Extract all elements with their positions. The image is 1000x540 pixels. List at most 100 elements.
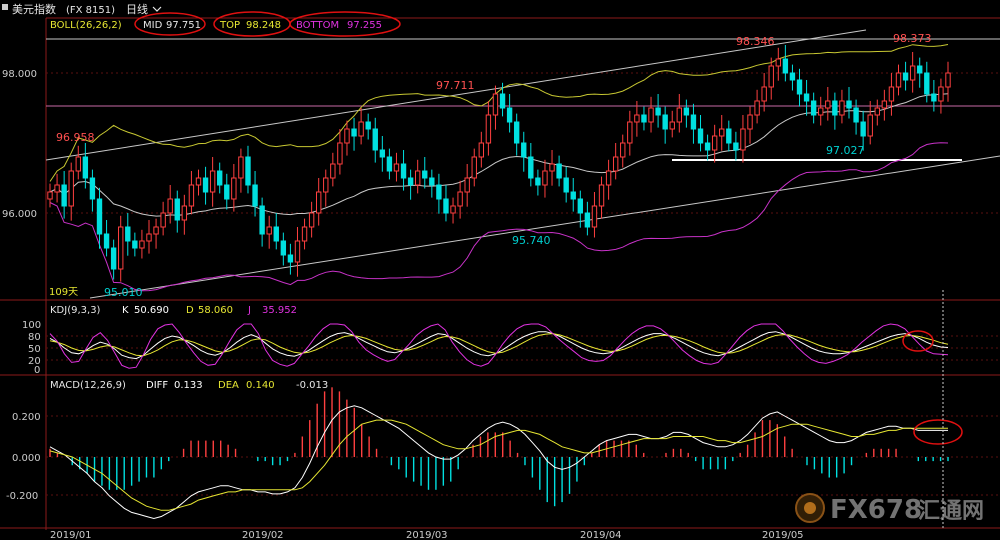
candle xyxy=(938,78,944,114)
candle-body xyxy=(521,142,527,158)
candle-body xyxy=(252,184,258,207)
annotation-high-98373: 98.373 xyxy=(893,32,932,45)
annotation-low-95010: 95.010 xyxy=(104,286,143,299)
kdj-tick-100: 100 xyxy=(22,320,41,331)
kdj-k-line xyxy=(49,331,949,360)
candle-body xyxy=(188,184,195,207)
candle-body xyxy=(75,156,81,172)
candle-body xyxy=(860,121,866,137)
candle-body xyxy=(789,72,796,81)
candle xyxy=(704,134,711,161)
price-annotations: 96.958 95.010 97.711 95.740 98.346 97.02… xyxy=(49,32,932,299)
mid-highlight-ellipse xyxy=(134,12,206,36)
candle xyxy=(287,243,294,275)
candle-body xyxy=(47,191,53,200)
candle xyxy=(924,61,930,103)
macd-dea-value: 0.140 xyxy=(246,380,275,391)
candle-body xyxy=(478,142,485,158)
candle-body xyxy=(443,198,449,214)
candle-body xyxy=(407,177,414,186)
date-label-2019-05: 2019/05 xyxy=(762,530,804,540)
candle xyxy=(47,183,53,208)
candle-body xyxy=(273,226,279,242)
chevron-down-icon[interactable] xyxy=(152,6,162,12)
candle-body xyxy=(598,184,605,207)
candle-body xyxy=(733,142,739,151)
candle xyxy=(853,99,859,135)
candle xyxy=(259,197,265,247)
candle-body xyxy=(818,107,824,116)
candle-body xyxy=(301,226,308,242)
candle-body xyxy=(209,170,216,193)
period-selector[interactable]: 日线 xyxy=(126,2,148,16)
candle xyxy=(733,131,739,161)
symbol-code: (FX 8151) xyxy=(66,5,115,16)
candle xyxy=(810,92,817,124)
candle xyxy=(584,201,591,236)
candle xyxy=(945,61,951,102)
candle xyxy=(181,194,188,235)
candle xyxy=(422,157,428,189)
candle-body xyxy=(782,58,789,74)
candle xyxy=(669,110,675,138)
candle xyxy=(294,227,301,277)
date-axis: 2019/01 2019/02 2019/03 2019/04 2019/05 xyxy=(50,530,804,540)
candle-body xyxy=(909,65,916,81)
macd-diff-line xyxy=(49,405,948,520)
candle xyxy=(789,64,796,91)
candle xyxy=(217,162,223,194)
candle xyxy=(690,103,697,144)
candle-body xyxy=(655,107,661,116)
candle-body xyxy=(160,212,166,228)
candle-body xyxy=(825,100,831,109)
candle xyxy=(895,64,902,96)
candle-body xyxy=(605,170,612,186)
candle xyxy=(492,85,499,130)
candle-body xyxy=(414,170,421,186)
candle-body xyxy=(839,100,845,116)
candle-body xyxy=(61,184,67,207)
candle xyxy=(358,108,364,145)
candle-body xyxy=(245,156,251,186)
candle xyxy=(917,57,923,88)
kdj-tick-50: 50 xyxy=(28,344,41,355)
candle xyxy=(874,99,880,126)
candle-body xyxy=(365,121,371,130)
kdj-d-value: 58.060 xyxy=(198,305,233,316)
candle xyxy=(655,94,661,128)
annotation-high-96958: 96.958 xyxy=(56,131,95,144)
macd-tick-0000: 0.000 xyxy=(12,453,41,464)
candle xyxy=(266,215,272,249)
candle xyxy=(174,190,180,233)
candle-body xyxy=(393,163,400,172)
candle xyxy=(711,124,718,163)
candle-body xyxy=(400,163,407,179)
candle xyxy=(818,96,824,126)
candle xyxy=(839,89,845,124)
candle xyxy=(393,152,400,182)
candle-body xyxy=(506,107,513,123)
boll-bottom-value: 97.255 xyxy=(347,20,382,31)
date-label-2019-02: 2019/02 xyxy=(242,530,284,540)
candle-body xyxy=(96,198,103,235)
candle xyxy=(528,143,534,187)
candle xyxy=(782,45,789,82)
candle-body xyxy=(591,205,598,228)
boll-mid-value: 97.751 xyxy=(166,20,201,31)
candle xyxy=(245,145,251,194)
candle xyxy=(167,185,173,224)
candle xyxy=(485,101,492,156)
candle-body xyxy=(542,170,548,186)
candle xyxy=(577,190,584,228)
price-tick-98000: 98.000 xyxy=(2,69,37,80)
candle-body xyxy=(238,156,244,179)
candle-body xyxy=(181,205,188,221)
candle-body xyxy=(945,72,951,88)
candle xyxy=(506,94,513,133)
lower-trend-line xyxy=(89,155,1000,299)
candle xyxy=(330,152,336,187)
candle-body xyxy=(634,114,640,123)
candle xyxy=(308,201,315,238)
candle xyxy=(146,220,152,254)
